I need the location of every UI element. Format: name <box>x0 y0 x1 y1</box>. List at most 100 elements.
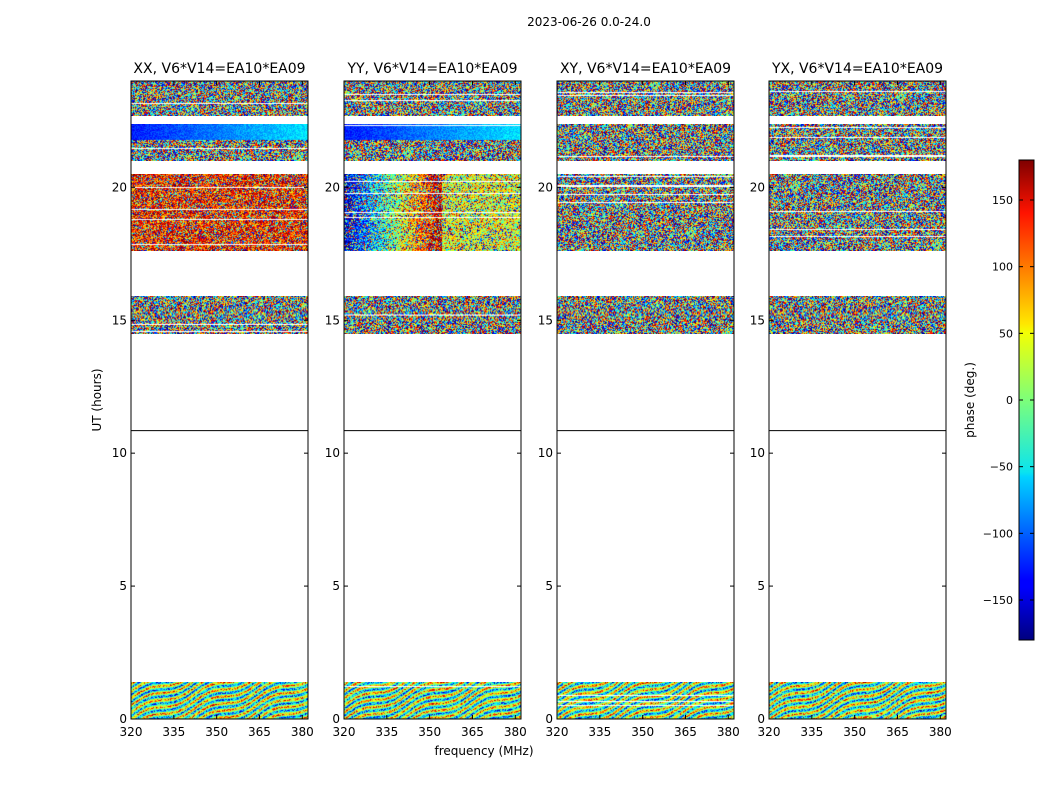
heatmap-band <box>344 681 521 719</box>
heatmap-cells <box>557 123 734 161</box>
heatmap-cells <box>131 123 308 161</box>
y-tick-label: 5 <box>757 579 765 593</box>
y-tick-label: 0 <box>332 712 340 726</box>
heatmap-band <box>557 174 734 252</box>
heatmap-band <box>557 296 734 334</box>
colorbar-label: phase (deg.) <box>963 362 977 438</box>
y-axis-label: UT (hours) <box>90 368 104 431</box>
y-tick-label: 20 <box>750 180 765 194</box>
x-tick-label: 380 <box>929 725 952 739</box>
panel-frame <box>130 80 309 720</box>
x-tick-label: 365 <box>674 725 697 739</box>
panel-title: XY, V6*V14=EA10*EA09 <box>560 61 731 77</box>
panel-title: XX, V6*V14=EA10*EA09 <box>133 61 305 77</box>
heatmap-cells <box>131 296 308 334</box>
heatmap-cells <box>769 681 946 719</box>
heatmap-cells <box>344 123 521 161</box>
x-tick-label: 350 <box>631 725 654 739</box>
heatmap-band <box>131 296 308 334</box>
colorbar: 150 100 50 0 −50 −100 −150 phase (deg.) <box>963 159 1035 641</box>
panel-title: YX, V6*V14=EA10*EA09 <box>771 61 943 77</box>
heatmap-band <box>131 123 308 161</box>
x-tick-label: 350 <box>418 725 441 739</box>
y-tick-label: 20 <box>112 180 127 194</box>
heatmap-cells <box>557 681 734 719</box>
panel-frame <box>768 80 947 720</box>
y-tick-label: 10 <box>750 446 765 460</box>
heatmap-cells <box>769 81 946 116</box>
y-tick-label: 0 <box>757 712 765 726</box>
heatmap-cells <box>344 296 521 334</box>
x-tick-label: 365 <box>886 725 909 739</box>
heatmap-cells <box>769 174 946 252</box>
heatmap-cells <box>131 681 308 719</box>
heatmap-cells <box>344 681 521 719</box>
y-tick-label: 20 <box>538 180 553 194</box>
heatmap-band <box>344 296 521 334</box>
x-tick-label: 365 <box>461 725 484 739</box>
x-tick-label: 380 <box>291 725 314 739</box>
x-tick-label: 335 <box>800 725 823 739</box>
x-tick-label: 380 <box>504 725 527 739</box>
y-tick-label: 15 <box>750 313 765 327</box>
colorbar-tick-label: 100 <box>992 261 1013 274</box>
colorbar-tick-label: −50 <box>990 461 1013 474</box>
colorbar-tick-label: 0 <box>1006 394 1013 407</box>
x-tick-label: 365 <box>248 725 271 739</box>
figure-suptitle: 2023-06-26 0.0-24.0 <box>527 15 651 29</box>
panel-frame <box>556 80 735 720</box>
panel: XX, V6*V14=EA10*EA09 320 335 350 365 380 0 5 10 1… <box>112 61 314 739</box>
heatmap-band <box>344 123 521 161</box>
x-axis-label: frequency (MHz) <box>434 744 533 758</box>
y-tick-label: 15 <box>325 313 340 327</box>
heatmap-band <box>131 681 308 719</box>
x-tick-label: 350 <box>205 725 228 739</box>
panels-group: XX, V6*V14=EA10*EA09 320 335 350 365 380 0 5 10 1… <box>112 61 952 739</box>
heatmap-cells <box>769 123 946 161</box>
heatmap-band <box>557 681 734 719</box>
y-tick-label: 10 <box>538 446 553 460</box>
heatmap-band <box>769 81 946 116</box>
heatmap-band <box>131 174 308 252</box>
y-tick-label: 20 <box>325 180 340 194</box>
x-tick-label: 380 <box>717 725 740 739</box>
y-tick-label: 15 <box>538 313 553 327</box>
heatmap-band <box>131 81 308 116</box>
heatmap-cells <box>344 81 521 116</box>
heatmap-band <box>769 123 946 161</box>
y-tick-label: 0 <box>119 712 127 726</box>
heatmap-cells <box>557 174 734 252</box>
y-tick-label: 5 <box>119 579 127 593</box>
x-tick-label: 320 <box>120 725 143 739</box>
heatmap-band <box>344 174 521 252</box>
y-tick-label: 15 <box>112 313 127 327</box>
heatmap-cells <box>557 296 734 334</box>
colorbar-tick-label: −100 <box>983 527 1013 540</box>
x-tick-label: 335 <box>588 725 611 739</box>
heatmap-band <box>769 174 946 252</box>
colorbar-tick-label: 150 <box>992 194 1013 207</box>
heatmap-cells <box>769 296 946 334</box>
panel: YY, V6*V14=EA10*EA09 320 335 350 365 380 0 5 10 1… <box>325 61 527 739</box>
heatmap-band <box>769 296 946 334</box>
y-tick-label: 5 <box>332 579 340 593</box>
y-tick-label: 5 <box>545 579 553 593</box>
heatmap-band <box>344 81 521 116</box>
colorbar-tick-label: −150 <box>983 594 1013 607</box>
panel-title: YY, V6*V14=EA10*EA09 <box>346 61 517 77</box>
x-tick-label: 335 <box>162 725 185 739</box>
panel: XY, V6*V14=EA10*EA09 320 335 350 365 380 0 5 10 1… <box>538 61 740 739</box>
x-tick-label: 350 <box>843 725 866 739</box>
y-tick-label: 10 <box>325 446 340 460</box>
heatmap-cells <box>131 174 308 252</box>
panel: YX, V6*V14=EA10*EA09 320 335 350 365 380 0 5 10 1… <box>750 61 952 739</box>
x-tick-label: 320 <box>758 725 781 739</box>
colorbar-ticks: 150 100 50 0 −50 −100 −150 <box>983 194 1034 607</box>
y-tick-label: 0 <box>545 712 553 726</box>
x-tick-label: 335 <box>375 725 398 739</box>
heatmap-band <box>769 681 946 719</box>
panel-frame <box>343 80 522 720</box>
heatmap-band <box>557 81 734 116</box>
colorbar-tick-label: 50 <box>999 327 1013 340</box>
